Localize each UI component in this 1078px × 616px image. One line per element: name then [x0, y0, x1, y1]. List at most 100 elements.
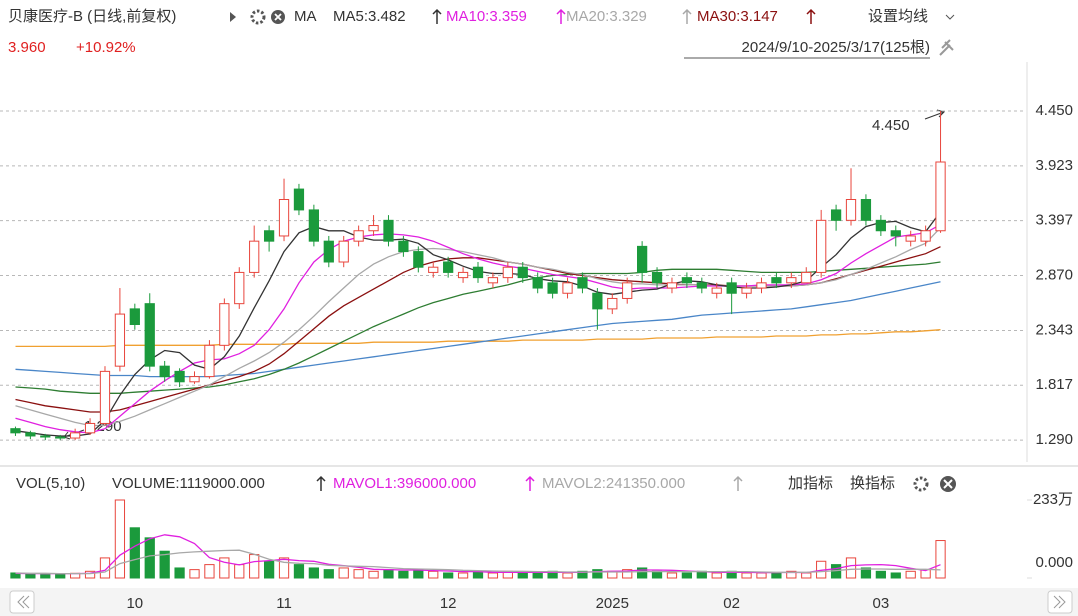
- switch-indicator-button[interactable]: 换指标: [850, 475, 895, 492]
- y-tick-label: 3.397: [1035, 212, 1073, 229]
- volume-bar: [219, 557, 230, 579]
- candle-body: [204, 344, 215, 378]
- pin-icon[interactable]: [939, 39, 954, 56]
- volume-bar: [801, 572, 812, 579]
- candle-body: [25, 432, 36, 437]
- mavol-line: [15, 549, 941, 575]
- up-arrow: [525, 475, 535, 491]
- settings-icon[interactable]: [250, 9, 266, 25]
- candle-body: [457, 271, 469, 279]
- volume-bar: [40, 574, 51, 579]
- volume-bar: [234, 564, 245, 579]
- scroll-left-icon: [17, 595, 30, 609]
- candle-body: [55, 436, 66, 439]
- candle-body: [99, 370, 111, 424]
- volume-bar: [845, 557, 857, 579]
- candle-body: [338, 240, 349, 263]
- candle-body: [786, 277, 797, 284]
- close-icon-cross: [274, 13, 282, 21]
- up-arrow: [316, 475, 326, 491]
- time-axis: [0, 588, 1078, 616]
- x-tick-label: 10: [126, 595, 143, 612]
- volume-bar: [860, 567, 872, 579]
- indicator-name: MA: [294, 8, 317, 25]
- candle-body: [830, 209, 842, 221]
- candle-body: [368, 225, 379, 232]
- candle-body: [472, 266, 484, 279]
- volume-bar: [622, 569, 633, 579]
- volume-bar: [55, 573, 66, 579]
- volume-bar: [532, 572, 543, 579]
- volume-bar: [204, 564, 215, 579]
- candle-body: [219, 303, 230, 346]
- candle-body: [189, 376, 200, 383]
- x-tick-label: 03: [873, 595, 890, 612]
- candle-body: [308, 209, 319, 242]
- candle-body: [637, 245, 648, 273]
- expand-icon[interactable]: [230, 12, 236, 22]
- volume-bar: [249, 554, 260, 579]
- settings-button[interactable]: 设置均线: [868, 8, 928, 25]
- volume-bar: [681, 572, 693, 579]
- volume-bar: [383, 569, 394, 579]
- volume-bar: [159, 550, 170, 579]
- ma-line: [15, 329, 941, 348]
- candle-body: [622, 282, 633, 299]
- candle-body: [428, 266, 439, 273]
- candle-body: [860, 199, 872, 221]
- candle-body: [263, 230, 275, 242]
- candle-body: [383, 219, 394, 242]
- volume-bar: [457, 572, 469, 579]
- legend-ma30: MA30:3.147: [697, 8, 778, 25]
- candle-body: [935, 161, 946, 232]
- volume-bar: [637, 567, 648, 579]
- volume-tick-label: 0.000: [1035, 554, 1073, 571]
- add-indicator-button[interactable]: 加指标: [788, 475, 833, 492]
- volume-bar: [114, 499, 126, 579]
- volume-bar: [756, 572, 767, 579]
- ma-line: [15, 224, 941, 434]
- up-arrow: [682, 8, 692, 24]
- candle-body: [726, 282, 737, 294]
- candle-body: [129, 308, 140, 325]
- volume-bar: [10, 572, 21, 579]
- y-tick-label: 4.450: [1035, 102, 1073, 119]
- candle-body: [398, 240, 409, 253]
- volume-bar: [428, 570, 439, 579]
- legend-mavol2: MAVOL2:241350.000: [542, 475, 685, 492]
- candle-body: [711, 287, 722, 294]
- candle-body: [577, 277, 588, 289]
- volume-bar: [890, 572, 901, 579]
- up-arrow: [432, 8, 442, 24]
- volume-bar: [443, 572, 454, 579]
- candle-body: [681, 277, 693, 284]
- volume-bar: [592, 569, 603, 579]
- y-tick-label: 2.343: [1035, 321, 1073, 338]
- legend-ma5: MA5:3.482: [333, 8, 406, 25]
- volume-bar: [353, 569, 364, 579]
- candle-body: [845, 199, 857, 221]
- up-arrow: [733, 475, 743, 491]
- candle-body: [502, 266, 513, 279]
- scroll-left[interactable]: [9, 590, 35, 614]
- candle-body: [293, 188, 305, 211]
- volume-bar: [25, 573, 36, 579]
- last-price: 3.960: [8, 39, 46, 56]
- y-tick-label: 1.817: [1035, 376, 1073, 393]
- candle-body: [920, 230, 931, 242]
- volume-current: VOLUME:1119000.000: [112, 475, 265, 492]
- volume-bar: [308, 567, 319, 579]
- volume-bar: [487, 572, 499, 579]
- date-range: 2024/9/10-2025/3/17(125根): [742, 39, 930, 56]
- legend-mavol1: MAVOL1:396000.000: [333, 475, 476, 492]
- volume-bar: [293, 564, 305, 579]
- y-tick-label: 2.870: [1035, 267, 1073, 284]
- volume-bar: [905, 570, 916, 579]
- volume-bar: [711, 572, 722, 579]
- dropdown-icon[interactable]: [945, 14, 955, 20]
- volume-bar: [413, 569, 424, 579]
- settings-icon[interactable]: [913, 476, 929, 492]
- candle-body: [801, 271, 812, 284]
